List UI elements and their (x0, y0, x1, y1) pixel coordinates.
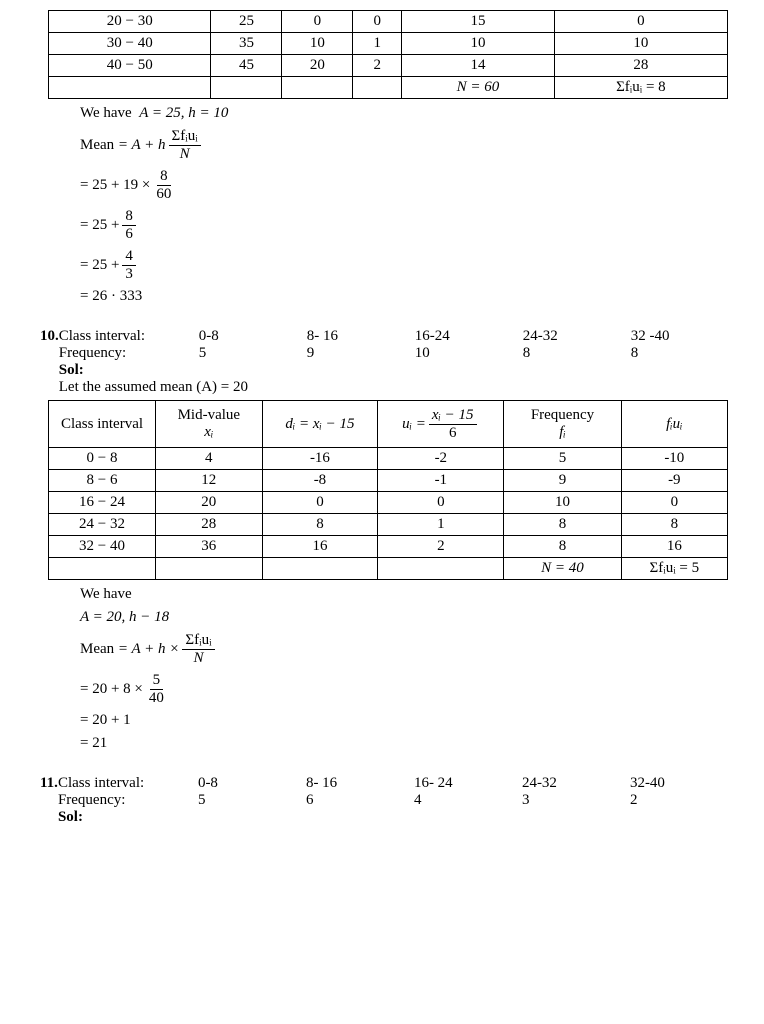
freq-label: Frequency: (58, 792, 198, 809)
freq-val: 10 (415, 345, 523, 362)
table-row: 20 − 302500150 (49, 11, 728, 33)
text: = A + h (118, 137, 166, 154)
fu-total: Σfᵢuᵢ = 8 (616, 79, 666, 95)
fraction: Σfᵢuᵢ N (169, 128, 201, 162)
fraction: 43 (122, 248, 136, 282)
text: A = 25, h = 10 (139, 105, 228, 122)
text: We have (80, 105, 132, 122)
col-header: fᵢuᵢ (666, 416, 682, 432)
table-row: 40 − 50452021428 (49, 55, 728, 77)
ci-val: 16- 24 (414, 775, 522, 792)
freq-val: 5 (198, 792, 306, 809)
solution-10: We have A = 20, h − 18 Mean = A + h × Σf… (80, 586, 724, 752)
ci-val: 16-24 (415, 328, 523, 345)
table-row: 30 − 40351011010 (49, 33, 728, 55)
result: = 21 (80, 735, 107, 752)
ci-label: Class interval: (58, 775, 198, 792)
question-number: 10. (40, 328, 59, 396)
sol-label: Sol: (58, 809, 738, 826)
freq-val: 9 (307, 345, 415, 362)
col-header: Frequency (508, 407, 616, 424)
col-header: Class interval (61, 416, 143, 432)
table-q9: 20 − 302500150 30 − 40351011010 40 − 504… (48, 10, 728, 99)
text: = 20 + 8 × (80, 681, 143, 698)
table-row: 8 − 612-8-19-9 (49, 470, 728, 492)
table-row: 32 − 4036162816 (49, 536, 728, 558)
table-row: 24 − 32288188 (49, 514, 728, 536)
ci-val: 24-32 (523, 328, 631, 345)
ci-val: 32-40 (630, 775, 738, 792)
question-10: 10. Class interval: 0-8 8- 16 16-24 24-3… (40, 328, 724, 396)
ci-val: 8- 16 (306, 775, 414, 792)
freq-val: 6 (306, 792, 414, 809)
freq-val: 8 (523, 345, 631, 362)
ci-label: Class interval: (59, 328, 199, 345)
question-number: 11. (40, 775, 58, 826)
freq-val: 4 (414, 792, 522, 809)
fraction: 86 (122, 208, 136, 242)
text: = 20 + 1 (80, 712, 131, 729)
ci-val: 0-8 (199, 328, 307, 345)
fu-total: Σfᵢuᵢ = 5 (650, 560, 700, 576)
text: We have (80, 586, 132, 603)
freq-val: 2 (630, 792, 738, 809)
mean-label: Mean (80, 137, 114, 154)
freq-val: 8 (631, 345, 739, 362)
text: = 25 + (80, 257, 119, 274)
text: = A + h × (118, 641, 180, 658)
assumed-mean: Let the assumed mean (A) = 20 (59, 379, 739, 396)
solution-9: We have A = 25, h = 10 Mean = A + h Σfᵢu… (80, 105, 724, 305)
n-total: N = 40 (541, 560, 584, 576)
table-q10: Class interval Mid-value xᵢ dᵢ = xᵢ − 15… (48, 400, 728, 580)
ci-val: 24-32 (522, 775, 630, 792)
col-header: uᵢ = (402, 416, 426, 433)
mean-label: Mean (80, 641, 114, 658)
ci-val: 0-8 (198, 775, 306, 792)
col-header: xᵢ (160, 424, 258, 441)
text: A = 20, h − 18 (80, 609, 169, 626)
table-row: 16 − 242000100 (49, 492, 728, 514)
ci-val: 8- 16 (307, 328, 415, 345)
table-row-sum: N = 40 Σfᵢuᵢ = 5 (49, 558, 728, 580)
ci-val: 32 -40 (631, 328, 739, 345)
table-row: 0 − 84-16-25-10 (49, 448, 728, 470)
question-11: 11. Class interval: 0-8 8- 16 16- 24 24-… (40, 775, 724, 826)
result: = 26 · 333 (80, 288, 142, 305)
fraction: 540 (146, 672, 167, 706)
n-total: N = 60 (457, 79, 500, 95)
freq-val: 5 (199, 345, 307, 362)
freq-label: Frequency: (59, 345, 199, 362)
fraction: Σfᵢuᵢ N (182, 632, 214, 666)
sol-label: Sol: (59, 362, 739, 379)
freq-val: 3 (522, 792, 630, 809)
col-header: dᵢ = xᵢ − 15 (285, 416, 354, 432)
fraction: 860 (153, 168, 174, 202)
table-row-sum: N = 60 Σfᵢuᵢ = 8 (49, 77, 728, 99)
text: = 25 + 19 × (80, 177, 150, 194)
fraction: xᵢ − 15 6 (429, 407, 477, 441)
col-header: Mid-value (160, 407, 258, 424)
col-header: fᵢ (508, 424, 616, 441)
text: = 25 + (80, 217, 119, 234)
